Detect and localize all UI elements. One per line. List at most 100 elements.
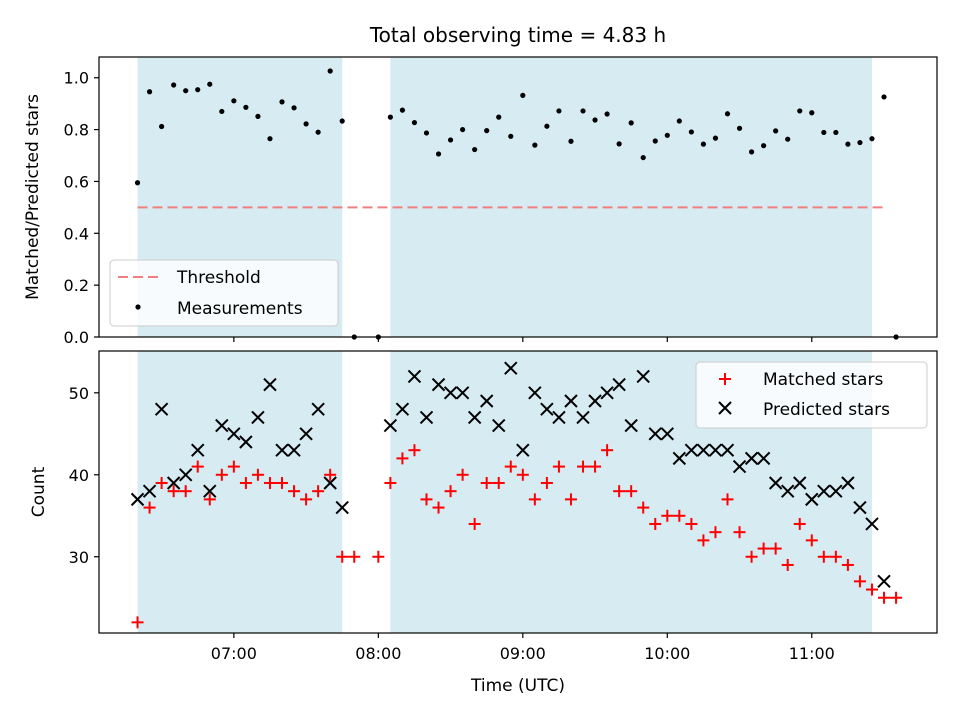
top-legend-box	[109, 259, 339, 327]
matched-star-point	[227, 460, 240, 473]
measurement-point	[183, 88, 189, 94]
matched-star-point	[396, 452, 409, 465]
measurement-point	[773, 128, 779, 134]
matched-star-point	[601, 444, 614, 457]
bottom-y-tick-label: 50	[69, 384, 89, 403]
measurement-point	[724, 111, 731, 117]
matched-star-point	[191, 460, 204, 473]
measurement-point	[435, 151, 442, 157]
bottom-legend: Matched stars Predicted stars	[695, 361, 928, 429]
matched-star-point	[263, 476, 276, 489]
predicted-star-point	[492, 418, 506, 433]
measurement-point	[484, 128, 490, 134]
measurement-point	[785, 136, 791, 142]
predicted-star-point	[431, 377, 446, 392]
chart-title: Total observing time = 4.83 h	[369, 23, 666, 47]
measurement-point	[833, 129, 839, 136]
predicted-star-point	[504, 361, 518, 375]
measurement-point	[267, 136, 273, 142]
predicted-star-point	[720, 443, 735, 457]
predicted-star-point	[877, 574, 891, 589]
x-tick-label: 08:00	[355, 644, 401, 663]
matched-star-point	[853, 575, 866, 588]
matched-star-point	[673, 509, 686, 522]
matched-star-point	[384, 476, 397, 489]
predicted-star-point	[263, 377, 277, 392]
legend-measurements-label: Measurements	[177, 299, 303, 319]
measurement-point	[664, 132, 670, 138]
bottom-legend-box	[695, 361, 928, 429]
matched-star-point	[420, 493, 433, 506]
predicted-star-point	[203, 484, 217, 498]
measurement-point	[652, 138, 658, 144]
matched-star-point	[492, 476, 505, 489]
matched-star-point	[528, 493, 541, 506]
matched-star-point	[745, 550, 758, 563]
predicted-star-point	[215, 418, 229, 433]
measurement-point	[881, 94, 887, 100]
measurement-point	[821, 129, 827, 136]
matched-star-point	[131, 616, 144, 629]
matched-star-point	[143, 501, 156, 514]
measurement-point	[171, 82, 177, 88]
predicted-star-point	[732, 459, 747, 474]
predicted-star-point	[684, 443, 699, 457]
legend-threshold-label: Threshold	[176, 268, 261, 288]
predicted-star-point	[275, 443, 289, 457]
predicted-star-point	[178, 468, 193, 482]
predicted-star-point	[744, 451, 759, 466]
matched-star-point	[625, 485, 638, 498]
top-y-tick-label: 0.4	[64, 224, 89, 243]
matched-star-point	[685, 517, 698, 530]
count-points	[130, 361, 903, 629]
measurement-point	[640, 154, 646, 161]
matched-star-point	[288, 485, 301, 498]
matched-star-point	[540, 476, 553, 489]
predicted-star-point	[467, 410, 482, 425]
matched-star-point	[516, 468, 529, 481]
predicted-star-point	[696, 443, 711, 457]
bottom-y-tick-label: 30	[69, 548, 89, 567]
top-y-axis-label: Matched/Predicted stars	[23, 94, 43, 300]
predicted-star-point	[142, 484, 157, 498]
bottom-y-axis-label: Count	[29, 466, 49, 517]
bottom-y-ticks: 30 40 50	[69, 384, 99, 567]
measurement-point	[700, 141, 707, 147]
predicted-star-point	[407, 369, 422, 384]
matched-star-point	[697, 534, 710, 547]
bottom-x-ticks: 07:00 08:00 09:00 10:00 11:00	[211, 633, 835, 663]
matched-star-point	[239, 476, 252, 489]
legend-predicted-label: Predicted stars	[763, 400, 890, 420]
predicted-star-point	[624, 418, 638, 433]
matched-star-point	[733, 526, 746, 539]
predicted-star-point	[528, 386, 542, 400]
matched-star-point	[552, 460, 565, 473]
matched-star-point	[480, 476, 493, 489]
bottom-y-tick-label: 40	[69, 466, 89, 485]
measurement-point	[532, 142, 538, 148]
measurement-point	[556, 108, 562, 114]
top-plot-frame	[98, 56, 938, 338]
predicted-star-point	[817, 484, 831, 498]
bottom-panel: 30 40 50 07:00 08:00 09:00 10:00 11:00 Count T…	[29, 350, 938, 696]
measurement-point	[628, 120, 634, 126]
measurement-point	[496, 114, 502, 120]
top-panel: 0.0 0.2 0.4 0.6 0.8 1.0 Matched/Predicted sta…	[23, 56, 938, 347]
top-shaded-region-2	[390, 57, 872, 337]
matched-star-point	[649, 517, 662, 530]
predicted-star-point	[648, 427, 662, 441]
matched-star-point	[468, 517, 481, 530]
legend-measurements-swatch	[135, 304, 141, 310]
matched-star-point	[661, 509, 674, 522]
predicted-star-point	[793, 476, 807, 490]
measurement-point	[399, 107, 406, 113]
measurement-point	[255, 113, 261, 119]
measurement-point	[460, 126, 466, 133]
matched-star-point	[793, 517, 806, 530]
bottom-plot-frame	[98, 350, 938, 634]
matched-star-point	[456, 468, 469, 481]
matched-star-point	[179, 485, 192, 498]
predicted-star-point	[287, 443, 301, 457]
matched-star-point	[251, 468, 264, 481]
matched-star-point	[589, 460, 602, 473]
